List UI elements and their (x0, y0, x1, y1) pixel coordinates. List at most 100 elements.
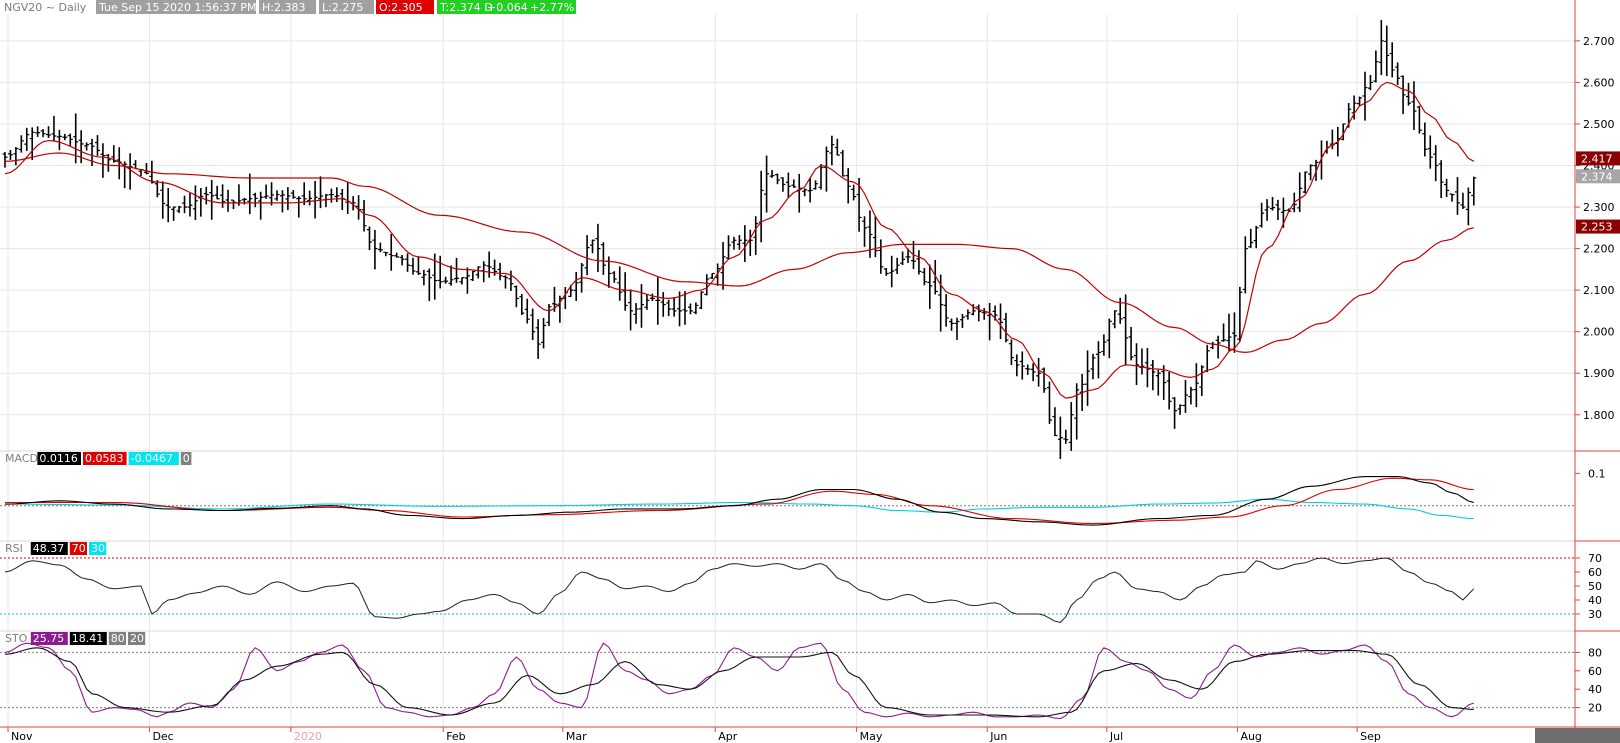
ohlc-bar (13, 147, 19, 166)
ohlc-bar (1362, 71, 1368, 121)
stochastic-k-line (4, 642, 1474, 720)
ohlc-bar (475, 266, 481, 279)
ohlc-bar (366, 226, 372, 251)
ohlc-bar (905, 248, 911, 263)
ohlc-bar (1248, 228, 1254, 248)
ohlc-bar (1199, 365, 1205, 396)
ohlc-bar (943, 294, 949, 327)
ohlc-bar (35, 126, 41, 137)
ohlc-bar (394, 252, 400, 258)
ohlc-bar (829, 135, 835, 166)
ohlc-bar (1433, 145, 1439, 182)
ohlc-bar (709, 272, 715, 279)
ohlc-bar (1123, 294, 1129, 366)
price-grid (0, 40, 1575, 416)
ohlc-bar (541, 317, 547, 349)
ohlc-bar (1449, 193, 1455, 202)
legend-value-box (30, 632, 68, 645)
ohlc-bar (497, 262, 503, 281)
ohlc-bar (437, 255, 443, 289)
legend-value: 80 (111, 632, 125, 645)
ohlc-bar (1095, 341, 1101, 379)
ohlc-bar (524, 298, 530, 324)
ohlc-bar (1036, 357, 1042, 387)
ohlc-bar (862, 216, 868, 247)
ohlc-bar (649, 293, 655, 302)
ohlc-bar (388, 233, 394, 271)
legend-value-box (69, 632, 107, 645)
legend-value-box (89, 542, 107, 555)
ohlc-bar (7, 149, 13, 160)
price-tag-box (1576, 151, 1620, 166)
ohlc-bar (1454, 177, 1460, 215)
ohlc-bar (633, 303, 639, 324)
ohlc-bar (1237, 286, 1243, 342)
ohlc-bar (1014, 354, 1020, 377)
ohlc-bar (590, 239, 596, 254)
change-label: +0.064 (487, 1, 528, 14)
ohlc-bar (1422, 122, 1428, 157)
ohlc-bar (1406, 82, 1412, 106)
ohlc-bar (220, 184, 226, 208)
ohlc-bar (18, 135, 24, 153)
ohlc-bar (67, 133, 73, 146)
stochastic-d-line (4, 647, 1474, 718)
ohlc-bar (252, 192, 258, 208)
legend-value: 0.0116 (39, 452, 78, 465)
ohlc-bar (426, 268, 432, 302)
axis-scroll-block[interactable] (1535, 728, 1620, 743)
ohlc-bar (687, 303, 693, 315)
ohlc-bar (1085, 350, 1091, 406)
ohlc-bar (1416, 105, 1422, 134)
ohlc-bar (1030, 363, 1036, 382)
legend-value: 20 (130, 632, 144, 645)
macd-legend: MACD 0.0116 0.0583 -0.0467 0 (5, 452, 192, 465)
ohlc-bar (611, 271, 617, 283)
time-tick-label: Apr (718, 730, 738, 743)
macd-axis: 0.1 (1575, 467, 1606, 480)
rsi-line (4, 557, 1475, 623)
ohlc-bar (1373, 50, 1379, 83)
ohlc-bar (143, 162, 149, 175)
ohlc-bar (1367, 74, 1373, 91)
price-bars (2, 20, 1477, 460)
time-tick-label: Feb (446, 730, 465, 743)
ohlc-bar (666, 299, 672, 317)
ohlc-bar (872, 215, 878, 258)
ohlc-bar (24, 127, 30, 151)
macd-hist-line (5, 498, 1474, 520)
stochastic-tick-label: 80 (1588, 646, 1602, 659)
ohlc-bar (1444, 178, 1450, 198)
ohlc-bar (628, 289, 634, 331)
ohlc-bar (519, 293, 525, 315)
ohlc-bar (1270, 196, 1276, 211)
time-tick-label: Sep (1360, 730, 1381, 743)
price-tick-label: 2.700 (1583, 35, 1615, 48)
price-tick-label: 2.100 (1583, 284, 1615, 297)
ohlc-bar (1275, 199, 1281, 221)
ohlc-bar (1264, 199, 1270, 221)
ma-fast-line (4, 81, 1475, 399)
ohlc-bar (486, 251, 492, 278)
ohlc-bar (176, 205, 182, 213)
price-tag-label: 2.253 (1581, 221, 1613, 234)
ohlc-bar (513, 285, 519, 308)
ohlc-bar (187, 193, 193, 217)
stochastic-panel (0, 642, 1575, 720)
legend-value: 70 (72, 542, 86, 555)
ohlc-bar (546, 303, 552, 327)
ohlc-bar (976, 304, 982, 322)
ohlc-bar (307, 190, 313, 206)
ohlc-bar (535, 319, 541, 359)
ohlc-bar (981, 308, 987, 320)
rsi-tick-label: 40 (1588, 594, 1602, 607)
legend-title: RSI (5, 542, 23, 555)
time-axis: Nov Dec 2020 Feb Mar Apr May Jun Jul Aug Sep (0, 726, 1620, 743)
ohlc-bar (29, 127, 35, 160)
legend-value: 30 (91, 542, 105, 555)
rsi-legend: RSI 48.37 70 30 (5, 542, 107, 555)
ohlc-bar (894, 257, 900, 275)
ohlc-bar (644, 293, 650, 310)
legend-value: 0 (183, 452, 190, 465)
